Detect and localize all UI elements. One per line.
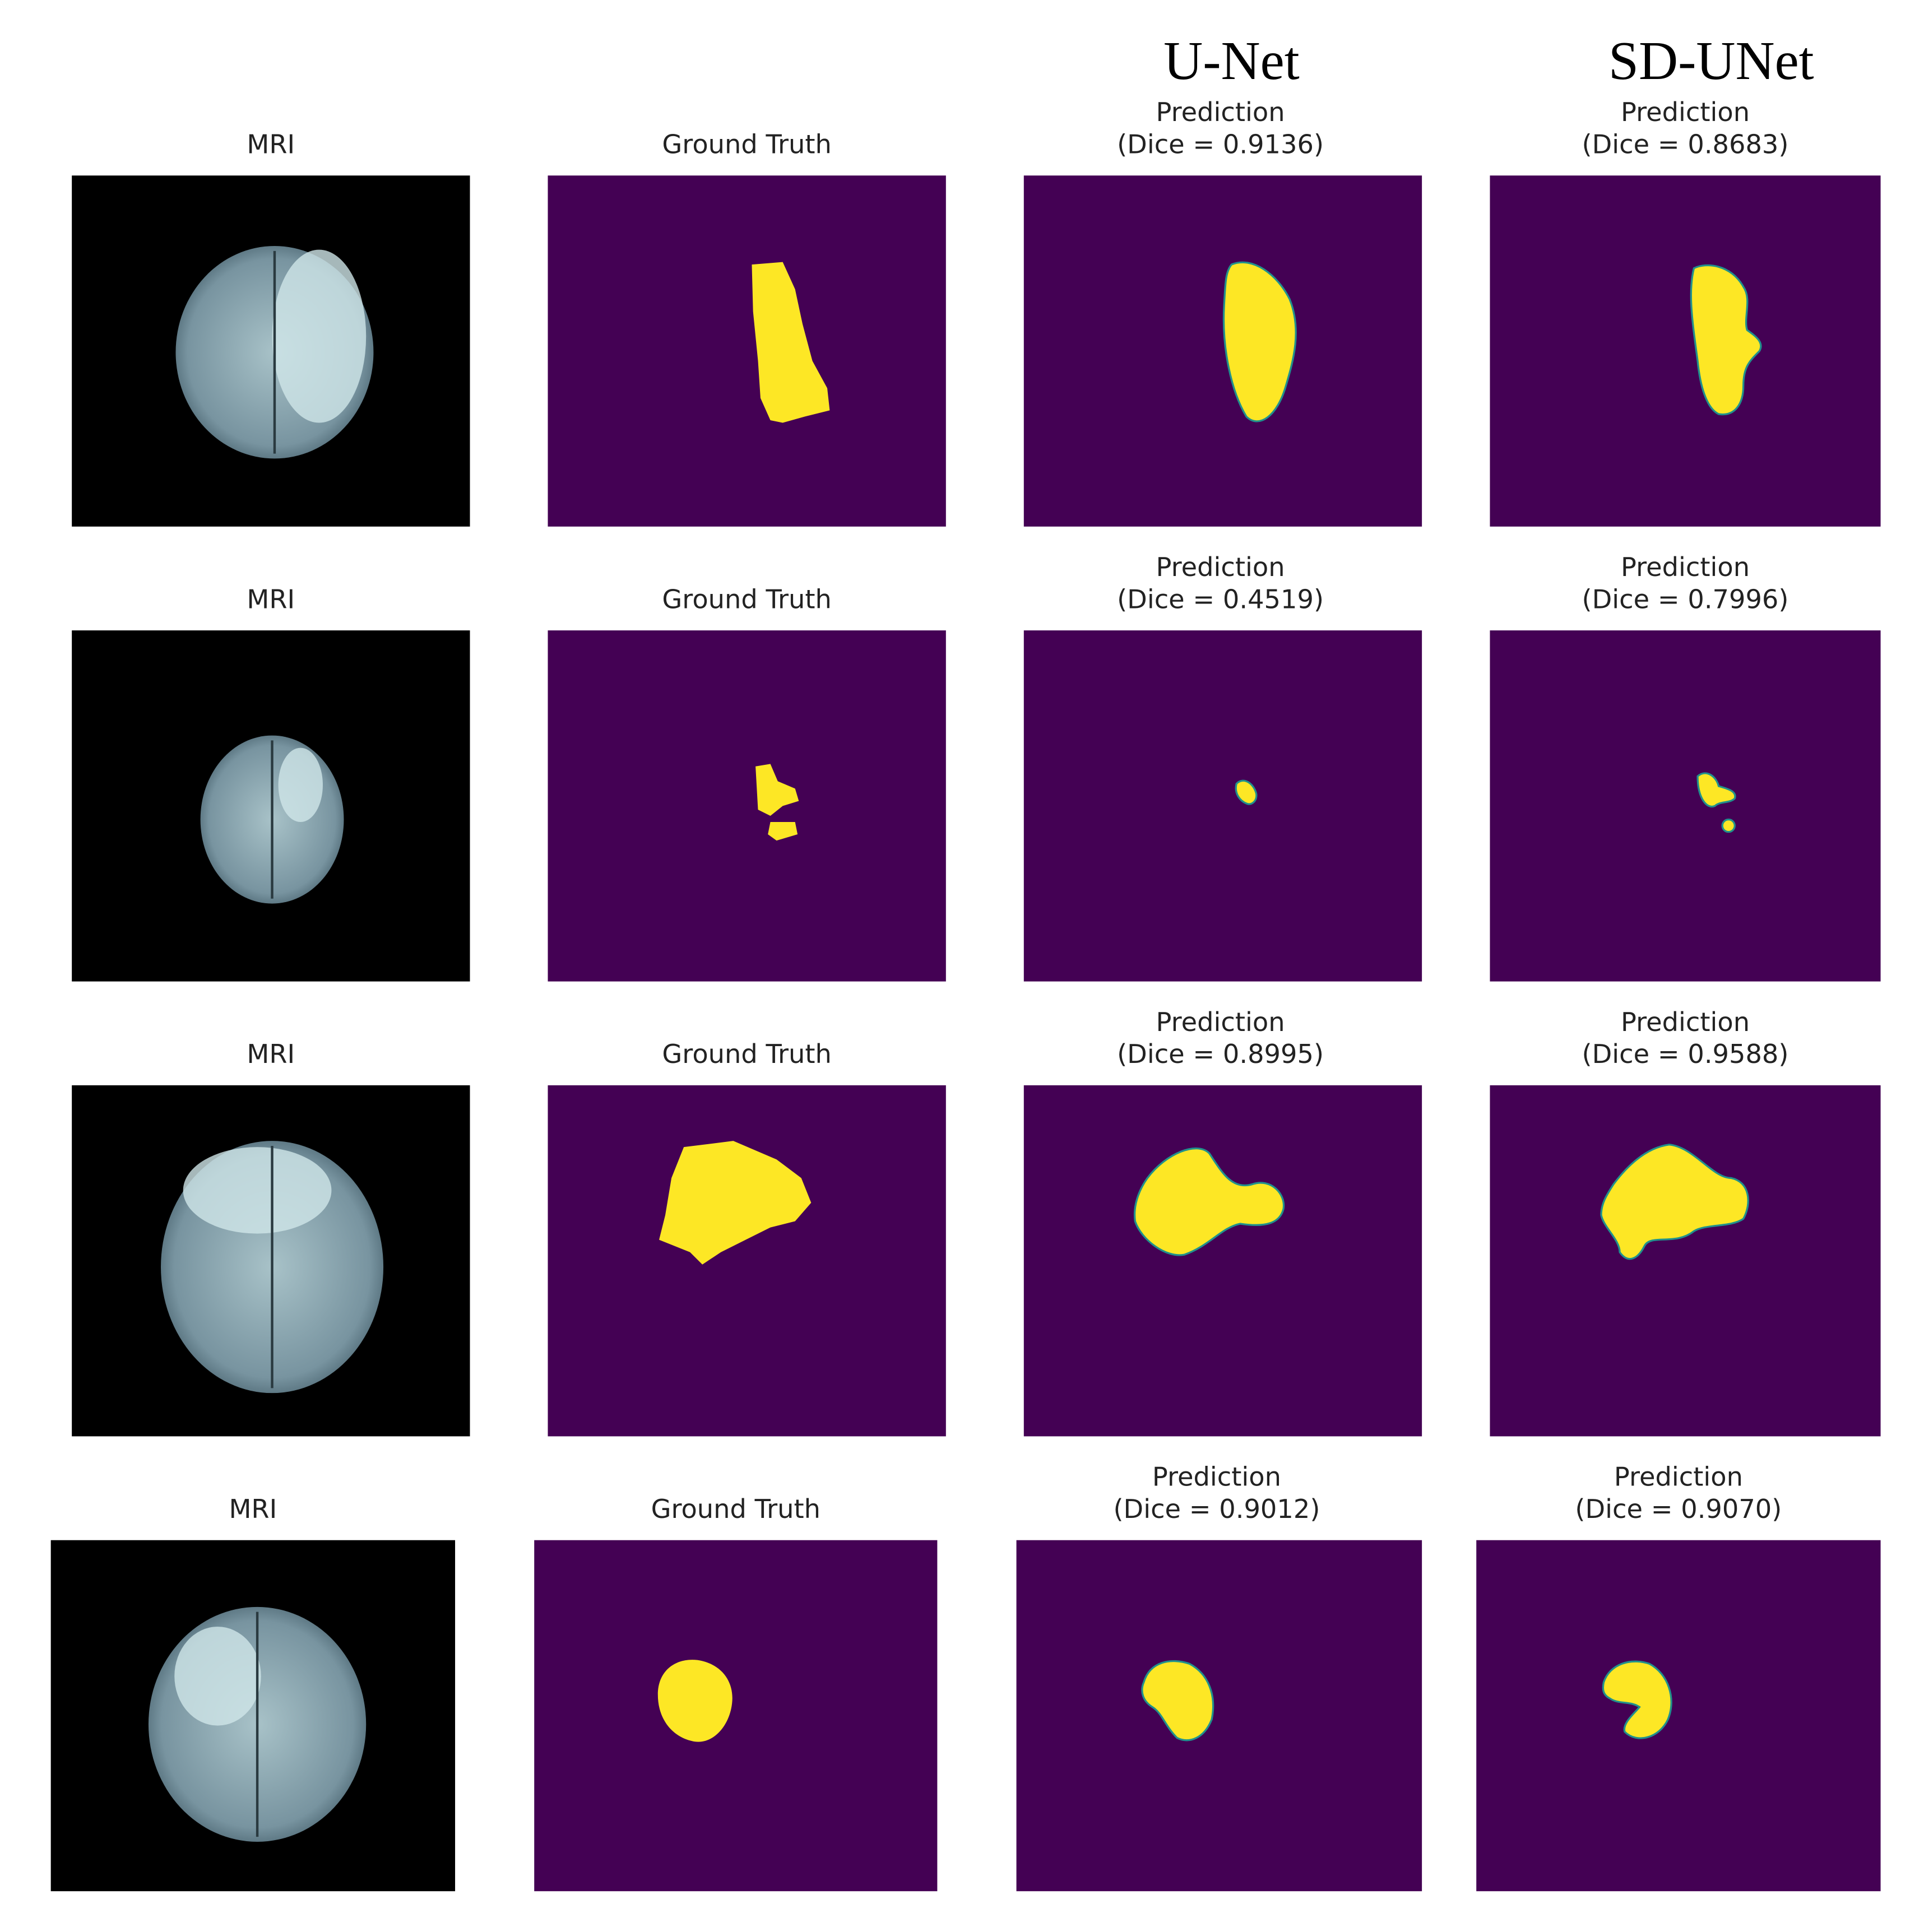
panel-title: (Dice = 0.7996) bbox=[1582, 584, 1789, 614]
panel-title: (Dice = 0.8995) bbox=[1117, 1039, 1324, 1069]
lesion bbox=[278, 747, 323, 822]
panel-title: Ground Truth bbox=[651, 1494, 820, 1524]
panel-title: MRI bbox=[247, 1039, 295, 1069]
tumor-mask bbox=[752, 262, 830, 423]
tumor-mask bbox=[1235, 779, 1258, 805]
panel-title: (Dice = 0.9588) bbox=[1582, 1039, 1789, 1069]
mask-image bbox=[1490, 175, 1881, 527]
panel-title: Ground Truth bbox=[662, 584, 831, 614]
lesion bbox=[174, 1627, 261, 1726]
panel-title: (Dice = 0.4519) bbox=[1117, 584, 1324, 614]
mask-image bbox=[534, 1540, 938, 1892]
panel-title: Prediction bbox=[1156, 97, 1285, 127]
tumor-mask bbox=[1141, 1660, 1214, 1741]
mask-background bbox=[548, 175, 946, 527]
tumor-mask bbox=[1690, 264, 1762, 416]
mask-background bbox=[534, 1540, 938, 1892]
mask-image bbox=[548, 630, 946, 982]
mask-background bbox=[1023, 1085, 1422, 1437]
panel-title: Prediction bbox=[1621, 1007, 1750, 1037]
mri-image bbox=[72, 175, 470, 527]
panel-title: (Dice = 0.9136) bbox=[1117, 129, 1324, 160]
mask-image bbox=[1476, 1540, 1881, 1892]
tumor-mask bbox=[659, 1141, 812, 1265]
mri-image bbox=[50, 1540, 456, 1892]
panel-title: Prediction bbox=[1152, 1462, 1281, 1492]
mask-image bbox=[548, 1085, 946, 1437]
mask-background bbox=[1016, 1540, 1422, 1892]
mask-image bbox=[1023, 1085, 1422, 1437]
mask-image bbox=[1023, 175, 1422, 527]
mask-image bbox=[1490, 1085, 1881, 1437]
mask-image bbox=[1490, 630, 1881, 982]
panel-title: Prediction bbox=[1614, 1462, 1743, 1492]
mask-background bbox=[548, 1085, 946, 1437]
mask-background bbox=[1490, 1085, 1881, 1437]
tumor-mask bbox=[1133, 1148, 1285, 1256]
panel-title: Prediction bbox=[1621, 552, 1750, 582]
panel-title: (Dice = 0.8683) bbox=[1582, 129, 1789, 160]
mask-background bbox=[1023, 175, 1422, 527]
tumor-mask bbox=[1600, 1144, 1749, 1260]
mask-background bbox=[1490, 175, 1881, 527]
panel-title: Prediction bbox=[1621, 97, 1750, 127]
mask-background bbox=[1023, 630, 1422, 982]
mask-background bbox=[1476, 1540, 1881, 1892]
mask-background bbox=[548, 630, 946, 982]
panel-title: MRI bbox=[229, 1494, 277, 1524]
panel-title: MRI bbox=[247, 584, 295, 614]
panel-title: (Dice = 0.9070) bbox=[1575, 1494, 1782, 1524]
panel-title: Ground Truth bbox=[662, 1039, 831, 1069]
mask-image bbox=[548, 175, 946, 527]
tumor-mask bbox=[1222, 261, 1297, 422]
panel-title: MRI bbox=[247, 129, 295, 160]
mask-image bbox=[1023, 630, 1422, 982]
tumor-mask bbox=[755, 764, 799, 841]
mask-image bbox=[1016, 1540, 1422, 1892]
lesion bbox=[183, 1147, 332, 1234]
lesion bbox=[272, 249, 367, 423]
mask-background bbox=[1490, 630, 1881, 982]
tumor-mask bbox=[1602, 1660, 1672, 1739]
mri-image bbox=[72, 1085, 470, 1437]
panel-title: Prediction bbox=[1156, 1007, 1285, 1037]
panel-title: Ground Truth bbox=[662, 129, 831, 160]
mri-image bbox=[72, 630, 470, 982]
column-header: SD-UNet bbox=[1608, 31, 1814, 91]
tumor-mask bbox=[1696, 772, 1736, 833]
tumor-mask bbox=[657, 1660, 732, 1742]
panel-title: Prediction bbox=[1156, 552, 1285, 582]
column-header: U-Net bbox=[1163, 31, 1300, 91]
panel-title: (Dice = 0.9012) bbox=[1113, 1494, 1320, 1524]
